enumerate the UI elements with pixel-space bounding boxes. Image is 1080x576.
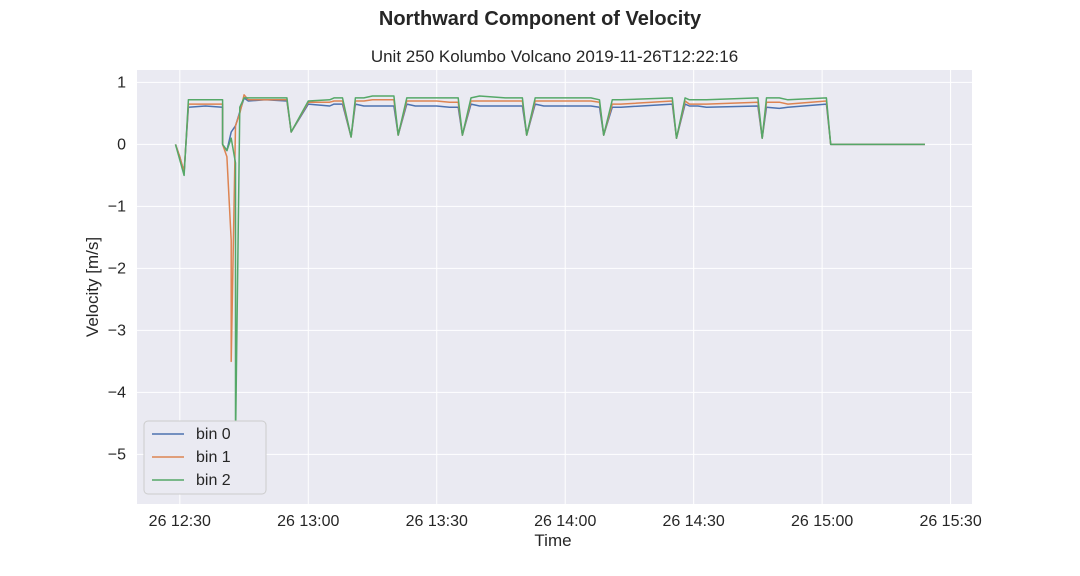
chart-title: Unit 250 Kolumbo Volcano 2019-11-26T12:2…	[370, 47, 739, 66]
x-tick-label: 26 15:00	[791, 513, 853, 530]
y-tick-label: −1	[108, 198, 126, 215]
x-tick-label: 26 14:30	[663, 513, 725, 530]
y-tick-labels: 1 0 −1 −2 −3 −4 −5	[108, 74, 126, 463]
y-tick-label: −2	[108, 260, 126, 277]
y-tick-label: −5	[108, 446, 126, 463]
plot-area	[137, 70, 972, 504]
y-tick-label: −4	[108, 384, 126, 401]
x-tick-label: 26 14:00	[534, 513, 596, 530]
y-tick-label: 0	[117, 136, 126, 153]
x-tick-labels: 26 12:30 26 13:00 26 13:30 26 14:00 26 14:30…	[149, 513, 982, 530]
legend: bin 0 bin 1 bin 2	[143, 420, 267, 495]
y-tick-label: −3	[108, 322, 126, 339]
x-axis-label: Time	[534, 531, 571, 550]
legend-box	[143, 420, 267, 495]
x-tick-label: 26 13:30	[406, 513, 468, 530]
x-tick-label: 26 15:30	[919, 513, 981, 530]
y-axis-label: Velocity [m/s]	[83, 237, 102, 337]
x-tick-label: 26 13:00	[277, 513, 339, 530]
x-tick-label: 26 12:30	[149, 513, 211, 530]
legend-label: bin 0	[196, 426, 231, 443]
y-tick-label: 1	[117, 74, 126, 91]
legend-label: bin 1	[196, 449, 231, 466]
figure-suptitle: Northward Component of Velocity	[378, 8, 702, 30]
grid-lines	[137, 70, 972, 504]
legend-label: bin 2	[196, 472, 231, 489]
